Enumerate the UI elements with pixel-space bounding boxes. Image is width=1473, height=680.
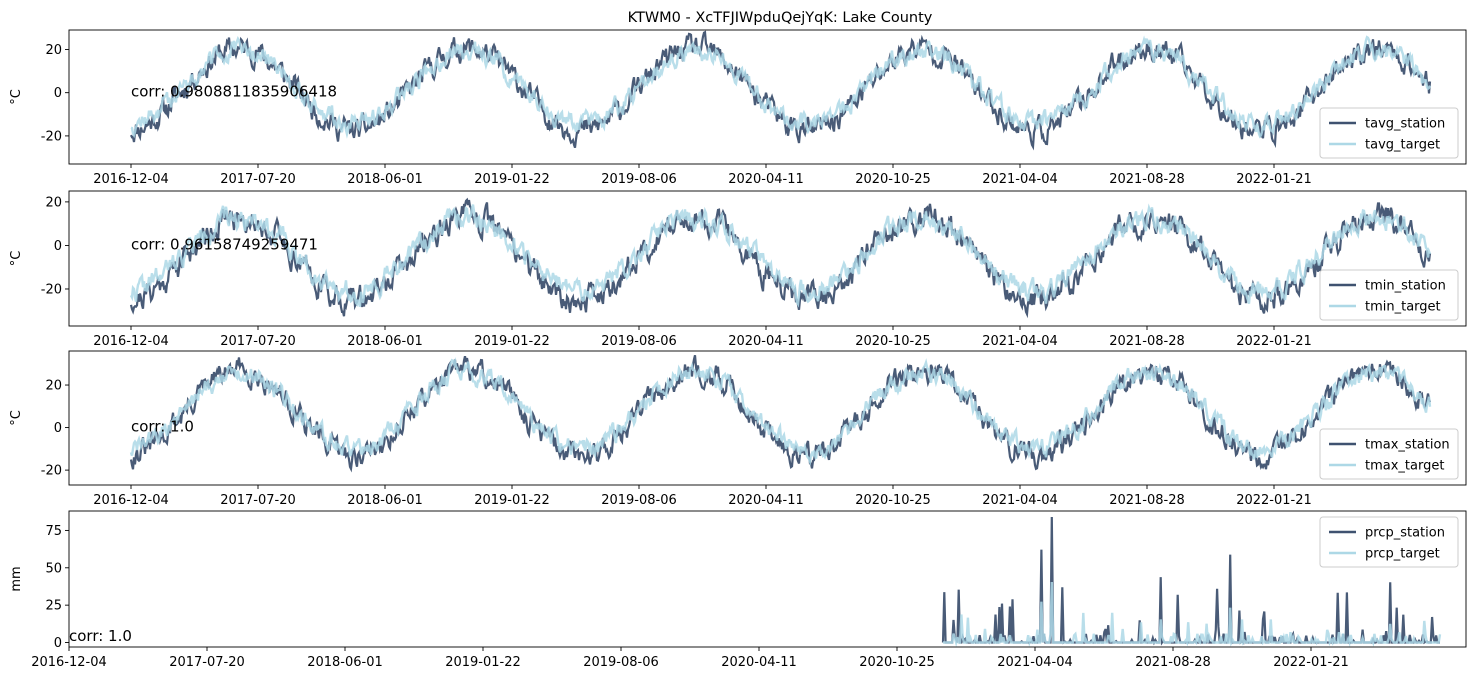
legend-label: tmax_target [1365,459,1444,474]
y-axis-label: °C [9,410,24,426]
corr-annotation: corr: 0.9808811835906418 [131,83,337,101]
y-axis-label: °C [9,251,24,267]
x-tick-label: 2020-10-25 [855,172,931,187]
legend: tmax_station tmax_target [1319,428,1459,480]
y-tick-label: 20 [45,43,62,58]
y-tick-label: 0 [54,86,62,101]
series-line-tmin_target [129,203,1432,308]
x-tick-label: 2021-08-28 [1109,493,1185,508]
series-line-tmin_station [129,197,1432,319]
x-tick-label: 2021-04-04 [982,172,1058,187]
corr-annotation: corr: 1.0 [69,627,132,645]
legend: prcp_station prcp_target [1319,516,1459,568]
x-tick-label: 2021-04-04 [982,493,1058,508]
series-line-tmax_station [129,354,1432,473]
series-line-prcp_target [943,581,1442,647]
chart-title: KTWM0 - XcTFJIWpduQejYqK: Lake County [628,10,933,26]
x-tick-label: 2021-08-28 [1109,172,1185,187]
y-tick-label: 0 [54,636,62,651]
x-tick-label: 2016-12-04 [31,655,107,670]
x-tick-label: 2019-08-06 [601,334,677,349]
x-tick-label: 2018-06-01 [347,172,423,187]
x-tick-label: 2016-12-04 [93,172,169,187]
x-tick-label: 2020-10-25 [855,334,931,349]
x-tick-label: 2021-08-28 [1135,655,1211,670]
axes-frame [68,190,1467,327]
y-tick-label: -20 [41,282,62,297]
y-tick-label: 50 [45,561,62,576]
legend: tmin_station tmin_target [1319,269,1459,321]
x-tick-label: 2016-12-04 [93,493,169,508]
x-tick-label: 2021-08-28 [1109,334,1185,349]
x-tick-label: 2020-04-11 [721,655,797,670]
x-tick-label: 2020-04-11 [728,334,804,349]
x-tick-label: 2022-01-21 [1236,172,1312,187]
x-tick-label: 2019-08-06 [583,655,659,670]
y-tick-label: 0 [54,421,62,436]
legend: tavg_station tavg_target [1319,107,1459,159]
chart-panel-3: -20 0 20 °C 2016-12-04 2017-07-20 2018-06-01 20… [9,350,1467,508]
x-tick-label: 2019-08-06 [601,172,677,187]
corr-annotation: corr: 0.96158749259471 [131,235,318,253]
series-line-tavg_target [130,35,1432,139]
x-tick-label: 2019-01-22 [474,334,550,349]
y-axis-label: mm [9,566,24,591]
x-tick-label: 2019-01-22 [474,172,550,187]
x-tick-label: 2019-01-22 [474,493,550,508]
legend-label: tmax_station [1365,438,1450,453]
x-tick-label: 2016-12-04 [93,334,169,349]
y-axis-label: °C [9,89,24,105]
x-tick-label: 2018-06-01 [347,493,423,508]
chart-panel-2: -20 0 20 °C 2016-12-04 2017-07-20 2018-06-01 20… [9,190,1467,349]
x-tick-label: 2020-10-25 [859,655,935,670]
legend-label: tmin_station [1365,279,1446,294]
y-tick-label: 20 [45,195,62,210]
x-tick-label: 2022-01-21 [1273,655,1349,670]
chart-panel-4: 0 25 50 75 mm 2016-12-04 2017-07-20 2018-06-01 2… [9,510,1467,670]
axes-frame [68,350,1467,486]
x-tick-label: 2017-07-20 [220,172,296,187]
y-tick-label: 20 [45,379,62,394]
y-tick-label: -20 [41,464,62,479]
x-tick-label: 2021-04-04 [982,334,1058,349]
y-tick-label: 0 [54,239,62,254]
x-tick-label: 2018-06-01 [347,334,423,349]
y-tick-label: 75 [45,524,62,539]
x-tick-label: 2020-04-11 [728,493,804,508]
legend-label: tavg_target [1365,138,1440,153]
axes-frame [68,510,1467,648]
x-tick-label: 2020-04-11 [728,172,804,187]
legend-label: prcp_target [1365,547,1440,562]
corr-annotation: corr: 1.0 [131,418,194,436]
legend-label: tavg_station [1365,117,1445,132]
x-tick-label: 2017-07-20 [169,655,245,670]
x-tick-label: 2022-01-21 [1236,334,1312,349]
chart-panel-1: -20 0 20 °C 2016-12-04 2017-07-20 2018-06-01 20… [9,29,1467,187]
x-tick-label: 2019-01-22 [445,655,521,670]
x-tick-label: 2018-06-01 [307,655,383,670]
x-tick-label: 2019-08-06 [601,493,677,508]
y-tick-label: -20 [41,129,62,144]
legend-label: prcp_station [1365,526,1445,541]
y-tick-label: 25 [45,599,62,614]
x-tick-label: 2017-07-20 [220,493,296,508]
axes-frame [68,29,1467,165]
legend-label: tmin_target [1365,300,1441,315]
x-tick-label: 2022-01-21 [1236,493,1312,508]
x-tick-label: 2017-07-20 [220,334,296,349]
series-line-tmax_target [129,357,1432,467]
x-tick-label: 2021-04-04 [997,655,1073,670]
x-tick-label: 2020-10-25 [855,493,931,508]
